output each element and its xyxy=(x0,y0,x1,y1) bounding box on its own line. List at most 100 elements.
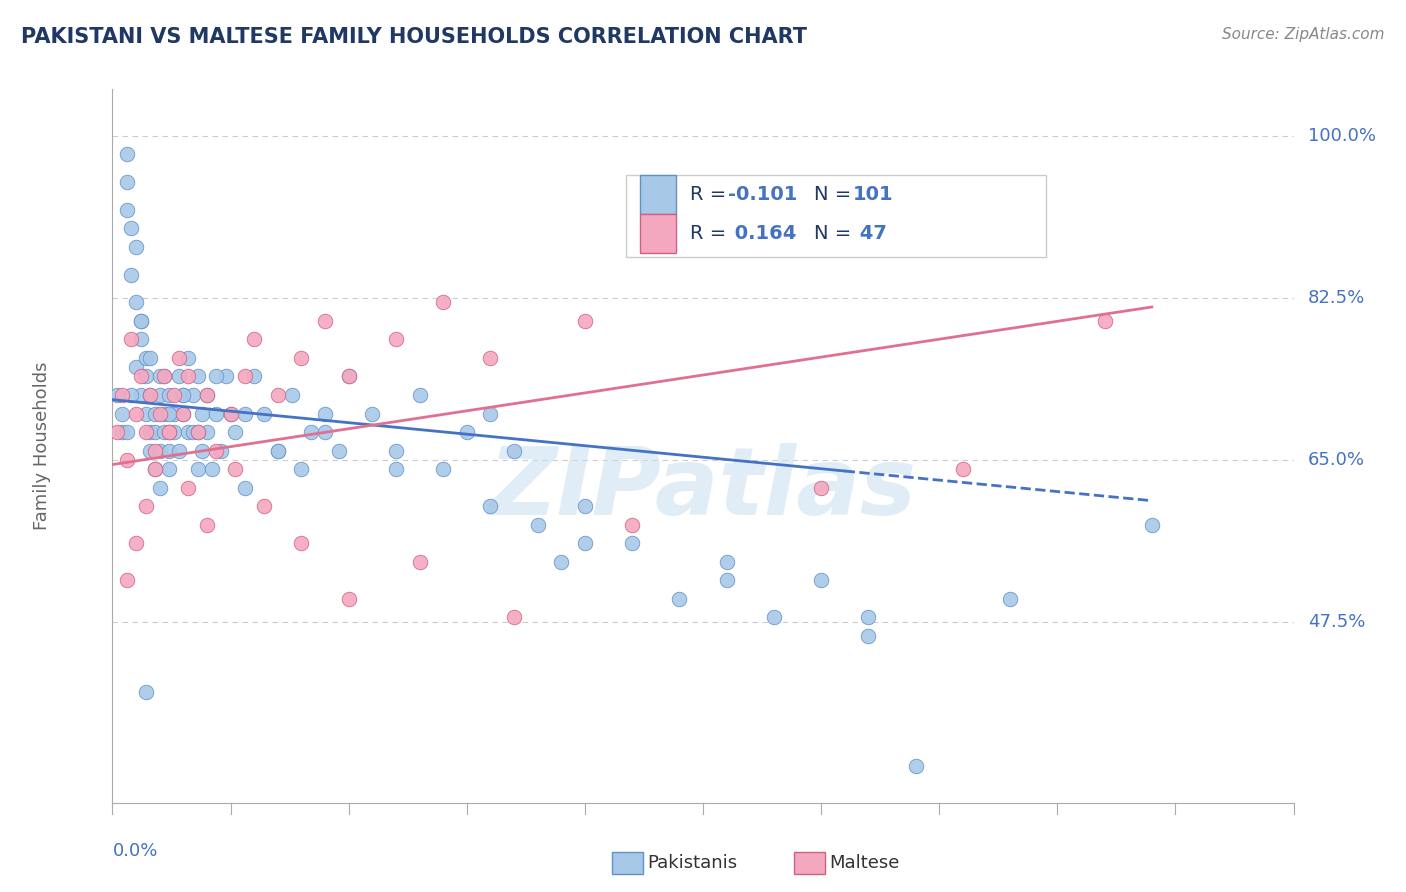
Point xyxy=(904,758,927,772)
Point xyxy=(129,314,152,328)
Point xyxy=(143,462,166,476)
Point xyxy=(139,443,162,458)
Point xyxy=(139,388,162,402)
Point xyxy=(153,369,176,384)
Point xyxy=(167,351,190,365)
Point xyxy=(243,369,266,384)
Point xyxy=(135,684,157,698)
Point xyxy=(149,369,172,384)
Point xyxy=(574,314,596,328)
Point xyxy=(195,388,218,402)
Point xyxy=(219,407,242,421)
Point xyxy=(135,425,157,439)
Point xyxy=(120,268,142,282)
Point xyxy=(233,481,256,495)
Point xyxy=(219,407,242,421)
Point xyxy=(172,407,194,421)
Point xyxy=(143,407,166,421)
Text: PAKISTANI VS MALTESE FAMILY HOUSEHOLDS CORRELATION CHART: PAKISTANI VS MALTESE FAMILY HOUSEHOLDS C… xyxy=(21,27,807,46)
Point xyxy=(149,388,172,402)
Point xyxy=(1140,517,1163,532)
Text: Source: ZipAtlas.com: Source: ZipAtlas.com xyxy=(1222,27,1385,42)
Point xyxy=(115,425,138,439)
Point xyxy=(621,536,644,550)
Point xyxy=(668,591,690,606)
Text: R =: R = xyxy=(690,185,733,204)
Point xyxy=(503,443,526,458)
Point xyxy=(337,369,360,384)
FancyBboxPatch shape xyxy=(626,175,1046,257)
Point xyxy=(157,462,180,476)
Point xyxy=(205,443,228,458)
Point xyxy=(299,425,322,439)
Text: Family Households: Family Households xyxy=(32,362,51,530)
Point xyxy=(139,351,162,365)
Point xyxy=(172,388,194,402)
Point xyxy=(574,536,596,550)
Point xyxy=(191,443,214,458)
Point xyxy=(157,388,180,402)
Point xyxy=(314,314,336,328)
Point xyxy=(716,574,738,588)
Point xyxy=(233,369,256,384)
Point xyxy=(205,407,228,421)
Point xyxy=(195,517,218,532)
Point xyxy=(105,388,128,402)
Point xyxy=(385,443,408,458)
Point xyxy=(181,388,204,402)
Point xyxy=(177,481,200,495)
Point xyxy=(125,240,148,254)
Point xyxy=(479,407,502,421)
Point xyxy=(157,407,180,421)
Point xyxy=(479,351,502,365)
Point xyxy=(550,555,572,569)
Point xyxy=(314,407,336,421)
Point xyxy=(177,351,200,365)
Point xyxy=(385,462,408,476)
Text: 82.5%: 82.5% xyxy=(1308,289,1365,307)
Point xyxy=(191,407,214,421)
Point xyxy=(111,388,134,402)
Point xyxy=(139,388,162,402)
Point xyxy=(281,388,304,402)
Point xyxy=(243,333,266,347)
Point xyxy=(186,369,208,384)
Text: 65.0%: 65.0% xyxy=(1308,450,1365,469)
Point xyxy=(105,425,128,439)
Point xyxy=(163,388,186,402)
Point xyxy=(157,425,180,439)
Point xyxy=(810,574,832,588)
Text: Pakistanis: Pakistanis xyxy=(647,855,737,872)
Point xyxy=(153,425,176,439)
Point xyxy=(129,333,152,347)
Point xyxy=(574,500,596,514)
Point xyxy=(120,221,142,235)
Point xyxy=(233,407,256,421)
Point xyxy=(115,574,138,588)
Point xyxy=(408,388,430,402)
Point xyxy=(328,443,350,458)
Point xyxy=(135,369,157,384)
Point xyxy=(952,462,974,476)
Point xyxy=(195,388,218,402)
Point xyxy=(479,500,502,514)
Point xyxy=(290,462,312,476)
Bar xyxy=(640,175,676,214)
Text: N =: N = xyxy=(814,185,858,204)
Text: 101: 101 xyxy=(853,185,894,204)
Point xyxy=(432,295,454,310)
Point xyxy=(1094,314,1116,328)
Text: -0.101: -0.101 xyxy=(728,185,797,204)
Point xyxy=(186,425,208,439)
Point xyxy=(135,407,157,421)
Point xyxy=(267,443,290,458)
Point xyxy=(181,425,204,439)
Point xyxy=(177,425,200,439)
Point xyxy=(139,425,162,439)
Point xyxy=(858,610,880,624)
Text: R =: R = xyxy=(690,224,733,244)
Point xyxy=(129,369,152,384)
Point xyxy=(432,462,454,476)
Point xyxy=(163,407,186,421)
Point xyxy=(810,481,832,495)
